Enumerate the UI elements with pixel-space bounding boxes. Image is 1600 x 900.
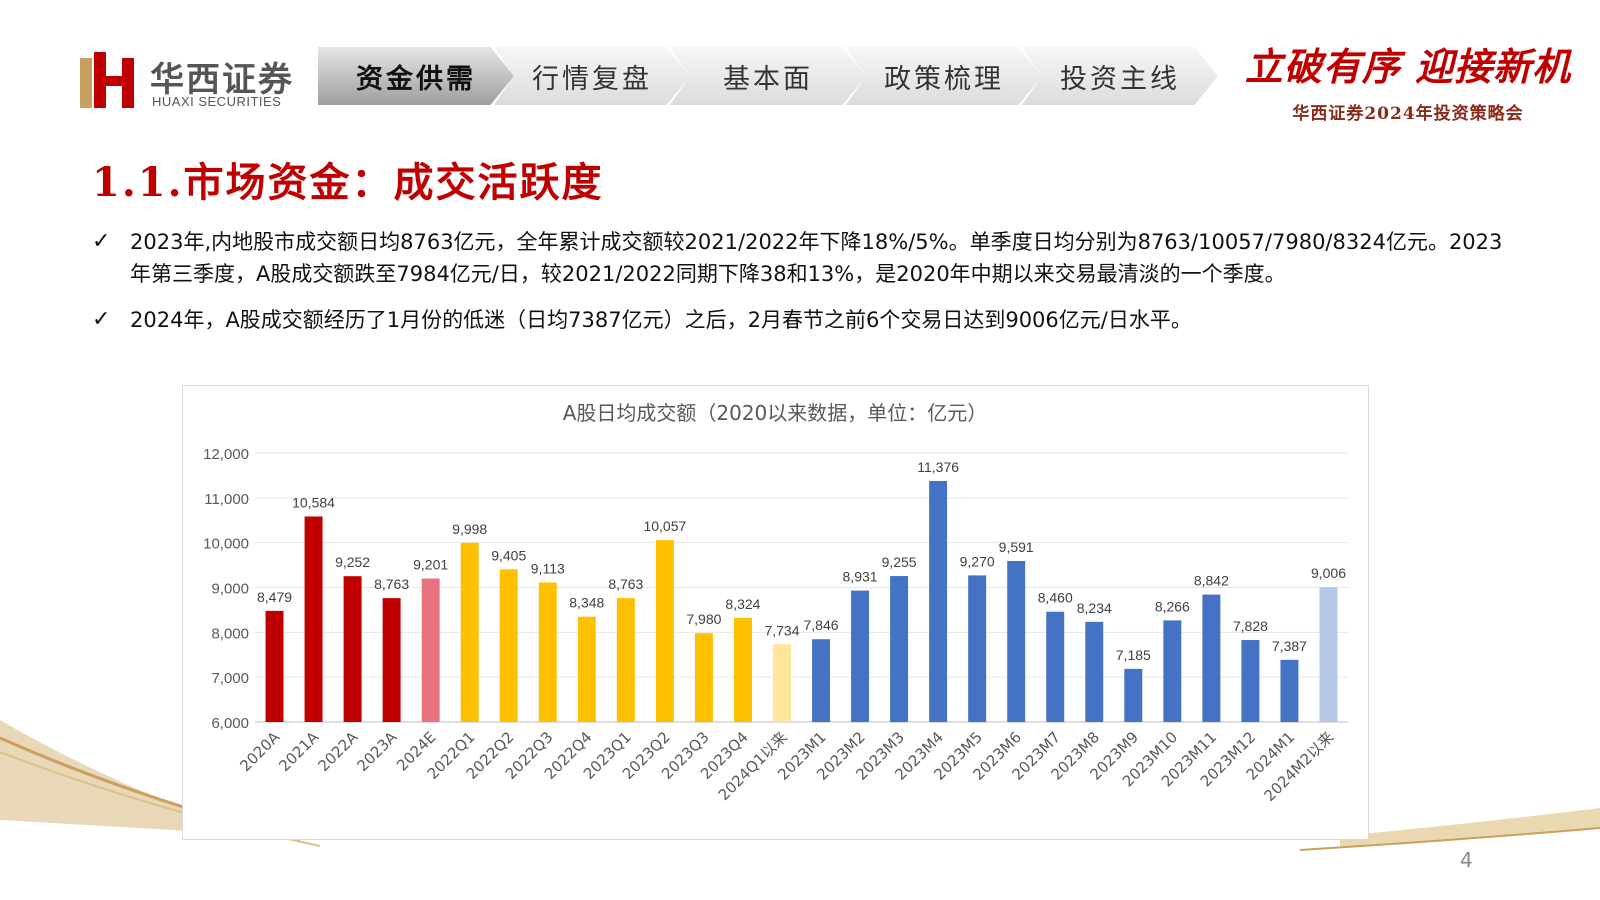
- data-label: 9,405: [491, 547, 526, 563]
- bar: [1085, 621, 1104, 722]
- page-number: 4: [1460, 848, 1473, 872]
- x-tick-label: 2020A: [236, 728, 283, 775]
- list-item: ✓ 2024年，A股成交额经历了1月份的低迷（日均7387亿元）之后，2月春节之…: [92, 304, 1512, 336]
- data-label: 8,763: [374, 576, 409, 592]
- data-label: 11,376: [917, 459, 959, 475]
- bar: [1007, 561, 1026, 722]
- chart-container: A股日均成交额（2020以来数据，单位：亿元） 6,000 7,000 8,000 9…: [182, 385, 1369, 840]
- bar: [343, 576, 362, 722]
- data-label: 9,591: [999, 539, 1034, 555]
- huaxi-logo-icon: [80, 52, 134, 108]
- nav-tab-funding[interactable]: 资金供需: [318, 47, 514, 105]
- slogan-sub: 华西证券2024年投资策略会: [1292, 104, 1524, 124]
- data-label: 9,006: [1311, 565, 1346, 581]
- slogan-main: 立破有序 迎接新机: [1244, 44, 1572, 89]
- nav-tab-fundamentals[interactable]: 基本面: [670, 47, 866, 105]
- bar: [421, 578, 440, 722]
- data-label: 8,842: [1194, 573, 1229, 589]
- bar: [460, 542, 479, 722]
- nav-tab-policy[interactable]: 政策梳理: [846, 47, 1042, 105]
- bullet-text: 2024年，A股成交额经历了1月份的低迷（日均7387亿元）之后，2月春节之前6…: [130, 308, 1192, 332]
- bar: [577, 616, 596, 722]
- bar: [382, 598, 401, 722]
- data-label: 8,763: [608, 576, 643, 592]
- bullet-text: 2023年,内地股市成交额日均8763亿元，全年累计成交额较2021/2022年…: [130, 230, 1503, 286]
- y-tick-label: 6,000: [211, 715, 249, 732]
- nav-tab-market-review[interactable]: 行情复盘: [494, 47, 690, 105]
- logo-name-en: HUAXI SECURITIES: [152, 94, 282, 109]
- chart-title: A股日均成交额（2020以来数据，单位：亿元）: [563, 401, 988, 425]
- bar: [304, 516, 323, 722]
- bar: [851, 590, 870, 722]
- bar: [616, 598, 635, 722]
- bar: [499, 569, 518, 722]
- data-label: 8,931: [843, 569, 878, 585]
- bar: [1241, 640, 1260, 722]
- bar: [1280, 659, 1299, 722]
- bar: [929, 480, 948, 722]
- data-label: 8,348: [569, 595, 604, 611]
- data-label: 9,113: [531, 560, 565, 576]
- data-label: 8,324: [725, 596, 760, 612]
- nav-tab-investment-themes[interactable]: 投资主线: [1022, 47, 1218, 105]
- bar: [265, 610, 284, 722]
- y-tick-label: 11,000: [204, 491, 249, 508]
- data-label: 8,460: [1038, 590, 1073, 606]
- bar: [538, 582, 557, 722]
- checkmark-icon: ✓: [92, 229, 111, 254]
- data-label: 9,252: [335, 554, 370, 570]
- list-item: ✓ 2023年,内地股市成交额日均8763亿元，全年累计成交额较2021/202…: [92, 226, 1512, 290]
- bar: [655, 540, 674, 722]
- conference-slogan: 立破有序 迎接新机 华西证券2024年投资策略会: [1228, 36, 1588, 124]
- logo-name-cn: 华西证券: [150, 60, 294, 100]
- bar: [968, 575, 987, 722]
- x-tick-label: 2022A: [314, 728, 361, 775]
- bar: [812, 639, 830, 722]
- page-title: 1.1.市场资金：成交活跃度: [92, 159, 604, 206]
- bar: [1202, 594, 1221, 722]
- company-logo: 华西证券 HUAXI SECURITIES: [80, 50, 320, 110]
- data-label: 7,846: [803, 617, 838, 633]
- bar: [1319, 587, 1338, 722]
- bullet-list: ✓ 2023年,内地股市成交额日均8763亿元，全年累计成交额较2021/202…: [92, 226, 1512, 350]
- data-label: 7,980: [686, 611, 721, 627]
- data-label: 8,479: [257, 589, 292, 605]
- bar: [773, 644, 791, 722]
- data-label: 8,234: [1077, 600, 1112, 616]
- y-tick-label: 12,000: [203, 446, 249, 463]
- bar-chart: A股日均成交额（2020以来数据，单位：亿元） 6,000 7,000 8,000 9…: [203, 401, 1348, 805]
- checkmark-icon: ✓: [92, 307, 111, 332]
- data-label: 9,201: [413, 556, 448, 572]
- y-tick-label: 7,000: [211, 670, 249, 687]
- bar: [890, 576, 909, 722]
- data-label: 10,584: [292, 494, 335, 510]
- x-tick-label: 2021A: [275, 728, 322, 775]
- data-label: 9,998: [452, 521, 487, 537]
- y-tick-label: 9,000: [211, 581, 249, 598]
- bar: [1124, 668, 1143, 722]
- section-nav: 资金供需 行情复盘 基本面 政策梳理 投资主线: [318, 47, 1218, 107]
- y-tick-label: 10,000: [203, 536, 249, 553]
- data-label: 7,387: [1272, 638, 1307, 654]
- bar: [1046, 611, 1065, 722]
- y-tick-label: 8,000: [211, 625, 249, 642]
- data-label: 9,270: [960, 553, 995, 569]
- data-label: 9,255: [882, 554, 917, 570]
- data-label: 7,828: [1233, 618, 1268, 634]
- data-label: 7,185: [1116, 647, 1151, 663]
- data-label: 10,057: [643, 518, 686, 534]
- data-label: 8,266: [1155, 598, 1190, 614]
- bar: [694, 633, 713, 722]
- x-tick-label: 2023A: [353, 728, 400, 775]
- bar: [1163, 620, 1182, 722]
- bar: [733, 617, 752, 722]
- data-label: 7,734: [764, 622, 799, 638]
